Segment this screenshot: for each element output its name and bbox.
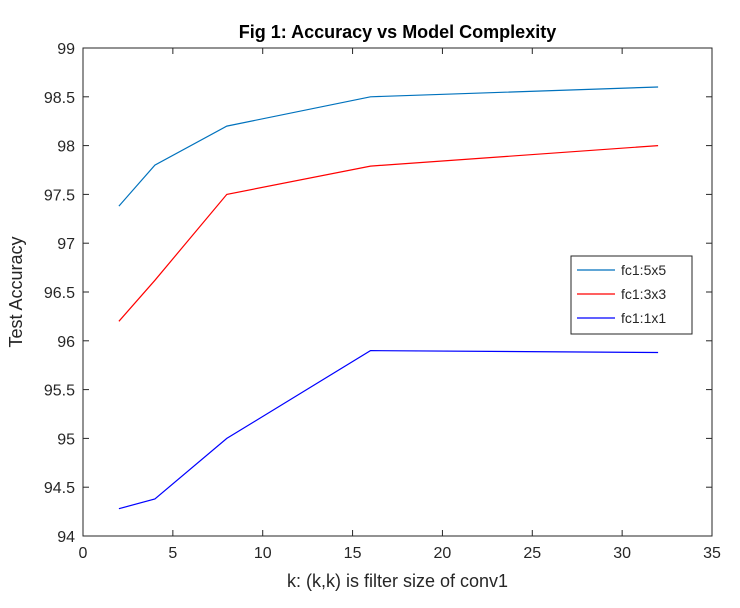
series-line-fc1-3x3: [118, 145, 659, 322]
y-tick-label: 98: [57, 139, 75, 156]
legend-box: [570, 255, 693, 335]
y-tick-label: 97.5: [44, 187, 75, 204]
y-tick-label: 99: [57, 41, 75, 58]
x-tick-label: 5: [168, 545, 177, 562]
x-tick-label: 0: [79, 545, 88, 562]
y-tick-label: 94: [57, 529, 75, 546]
chart-title: Fig 1: Accuracy vs Model Complexity: [239, 22, 556, 42]
plot-area: 0 5 10 15 20 25 30 35 94 94.5 95 95.5 96 96.5 97 97.5 98…: [44, 41, 721, 562]
x-tick-label: 20: [434, 545, 452, 562]
y-tick-label: 95: [57, 431, 75, 448]
series-line-fc1-5x5: [118, 86, 659, 207]
x-tick-label: 25: [523, 545, 541, 562]
legend: fc1:5x5 fc1:3x3 fc1:1x1: [570, 255, 693, 335]
y-tick-label: 96: [57, 334, 75, 351]
y-tick-label: 95.5: [44, 383, 75, 400]
y-axis-title: Test Accuracy: [6, 236, 26, 347]
x-tick-label: 10: [254, 545, 272, 562]
legend-label: fc1:3x3: [621, 286, 666, 302]
y-tick-label: 98.5: [44, 90, 75, 107]
x-tick-label: 15: [344, 545, 362, 562]
legend-label: fc1:5x5: [621, 262, 666, 278]
x-tick-label: 35: [703, 545, 721, 562]
legend-label: fc1:1x1: [621, 310, 666, 326]
series-line-fc1-1x1: [118, 349, 659, 510]
y-tick-label: 96.5: [44, 285, 75, 302]
x-axis-title: k: (k,k) is filter size of conv1: [287, 571, 508, 591]
y-tick-label: 97: [57, 236, 75, 253]
x-tick-label: 30: [613, 545, 631, 562]
y-tick-label: 94.5: [44, 480, 75, 497]
